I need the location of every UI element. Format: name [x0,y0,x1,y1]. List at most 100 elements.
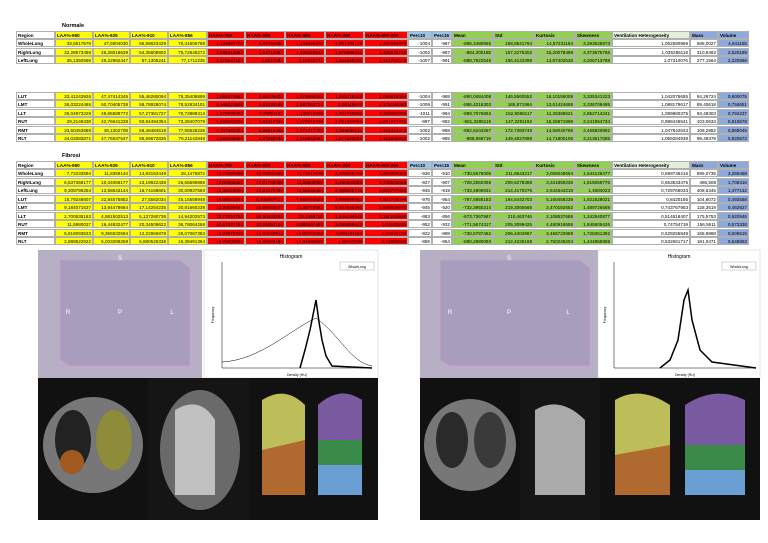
table-cell: 11,8359144 [93,169,130,177]
table-cell: 0,784237 [718,108,749,117]
table-cell: 77,55528236 [168,125,207,134]
table-cell: 147,2291192 [493,117,534,125]
table-cell: 0,756651 [718,100,749,108]
table-cell: 212,4226168 [493,237,534,245]
sagittal-view [520,378,600,520]
lung [436,412,468,468]
table-cell: 12,43236514 [245,228,285,237]
histogram-title: Histogram [280,254,303,260]
viewer-panel [38,249,379,520]
table-cell: 14,83163449 [130,169,168,177]
table-cell: 194,5442703 [493,194,534,203]
table-cell: 94,26724 [690,91,718,100]
table-cell: 55,59672836 [130,134,168,142]
table-cell: 0,573338 [718,220,749,228]
column-header: HAA%-500 [285,30,325,39]
table-cell: 93,48303 [690,108,718,117]
table-cell: -884,300185 [452,47,493,56]
table-cell: 13,87402536 [534,56,575,64]
table-title: Normale [62,23,85,29]
table-cell: 8,448867012 [245,194,285,203]
row-label: RMT [16,228,55,237]
table-cell: 2,098313652 [207,47,245,56]
table-cell: 2,150163629 [364,211,408,220]
table-cell: 108,2882 [690,125,718,134]
table-cell: 12,75560858 [207,169,245,177]
legend-entry: WholeLung [348,265,366,269]
table-cell: 99,49378 [690,134,718,142]
lung-lobe [318,393,362,440]
histogram [597,249,761,379]
table-cell: 0,85816466 [245,125,285,134]
table-cell: 168,9888 [690,228,718,237]
table-cell: 49,22982447 [93,56,130,64]
column-header: HAA%-250 [325,160,364,169]
table-cell: 206,4404887 [493,228,534,237]
table-cell: -945 [408,203,432,211]
table-cell: 1,071717705 [285,125,325,134]
row-label: RLT [16,134,55,142]
column-header: HAA%-250 [325,30,364,39]
row-label: RightLung [16,177,55,186]
table-cell: 5,626777098 [364,186,408,194]
table-cell: 0,820572 [718,134,749,142]
table-cell: 0,532661717 [612,237,690,245]
table-cell: -994 [432,108,452,117]
table-cell: -985 [432,134,452,142]
table-cell: -919 [432,186,452,194]
column-header: Perc15 [432,160,452,169]
table-cell: 0,816578 [718,117,749,125]
y-axis-label: Frequency [603,306,607,323]
row-label: LUT [16,91,55,100]
table-cell: 0,548863 [718,237,749,245]
table-cell: 6,880526336 [130,237,168,245]
table-cell: 3,341859236 [534,177,575,186]
table-cell: -954 [432,194,452,203]
table-cell: 1,059284939 [612,134,690,142]
table-cell: 158,8541764 [493,39,534,47]
table-cell: 30,00937593 [168,186,207,194]
table-cell: 16,35502164 [245,237,285,245]
table-cell: -1007 [408,56,432,64]
y-axis-label: Frequency [211,306,215,323]
table-cell: 10,09592625 [245,169,285,177]
table-cell: -932 [432,220,452,228]
row-label: WholeLung [16,39,55,47]
table-cell: 2,470182652 [534,203,575,211]
table-cell: 46,28016639 [93,47,130,56]
table-cell: 55,68623429 [130,39,168,47]
table-cell: 7,668784025 [285,194,325,203]
table-cell: 1,708316 [718,177,749,186]
table-cell: -987 [432,47,452,56]
table-cell: -997 [408,117,432,125]
table-cell: -1004 [408,91,432,100]
table-cell: 1,052580969 [612,39,690,47]
row-label: LeftLung [16,186,55,194]
table-cell: 0,653533475 [612,177,690,186]
table-cell: 14,58040796 [534,125,575,134]
table-cell: 211,8643217 [493,169,534,177]
row-label: RLT [16,237,55,245]
viewer-panel [420,249,761,520]
table-cell: 210,463746 [493,211,534,220]
column-header: Skewness [575,30,612,39]
table-cell: 35,1350569 [55,56,93,64]
axial-view [38,378,148,520]
table-cell: 5,033288259 [93,237,130,245]
table-cell: 57,1305241 [130,56,168,64]
column-header: Kurtosis [534,30,575,39]
lung-lobe [615,393,670,495]
table-cell: 4,841155 [718,39,749,47]
table-cell: 1,078915436 [285,117,325,125]
row-label: RightLung [16,47,55,56]
table-cell: 13,84478684 [93,203,130,211]
table-cell: 1,035315003 [325,91,364,100]
table-cell: 1,106423515 [285,47,325,56]
table-cell: -991 [432,100,452,108]
table-cell: 1,4684023 [575,186,612,194]
table-cell: 4,801776099 [364,194,408,203]
table-cell: 2,852714241 [575,108,612,117]
legend-box [339,261,375,271]
table-cell: -888,959719 [452,134,493,142]
